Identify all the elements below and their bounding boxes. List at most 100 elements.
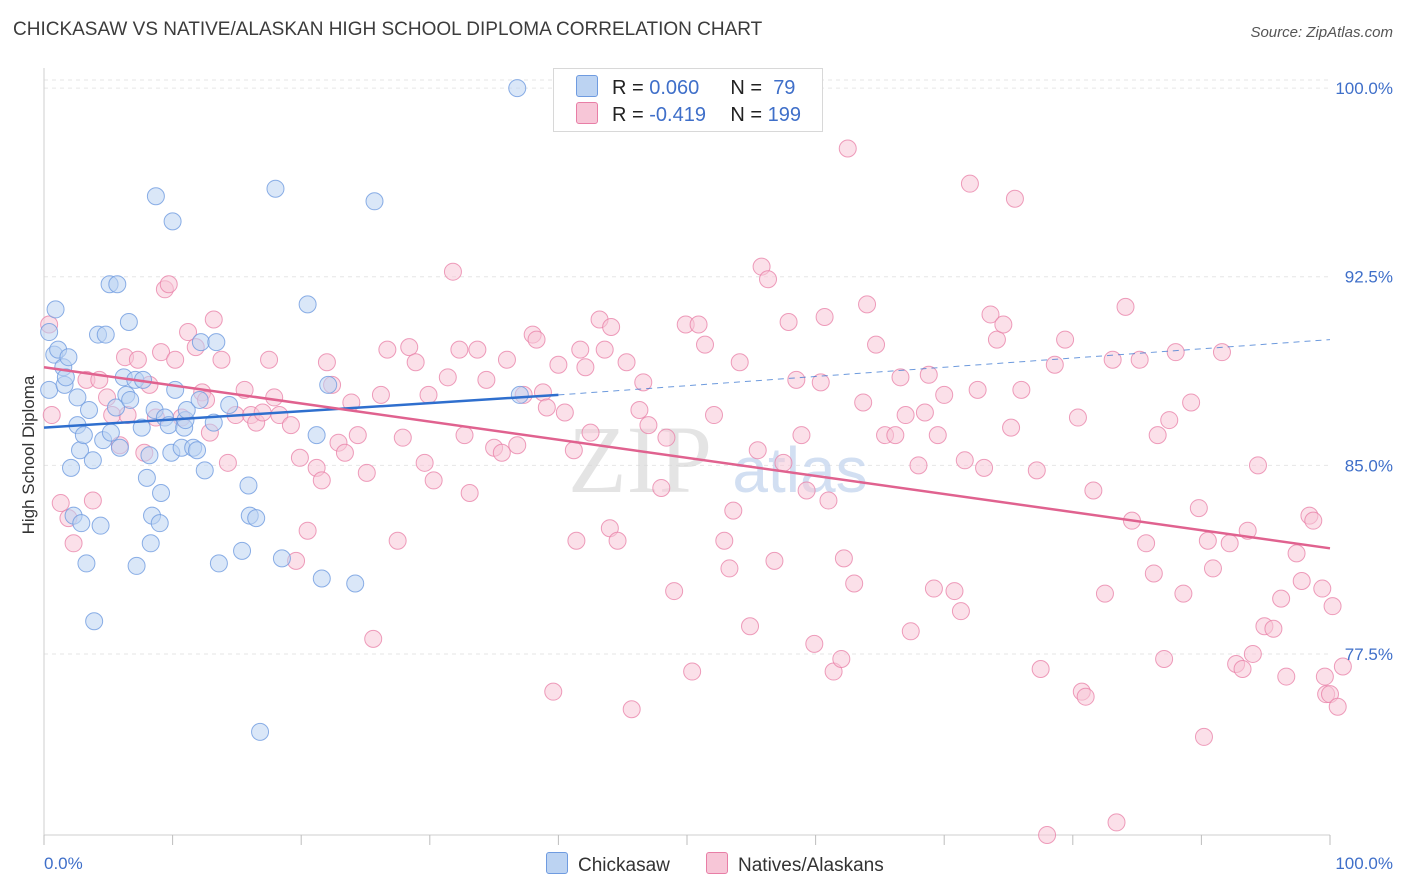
- chickasaw-point: [77, 554, 96, 573]
- natives-point: [1116, 297, 1135, 316]
- chickasaw-legend-label: Chickasaw: [578, 855, 670, 876]
- natives-point: [544, 682, 563, 701]
- natives-point: [1148, 426, 1167, 445]
- natives-point: [811, 373, 830, 392]
- chickasaw-point: [108, 275, 127, 294]
- chickasaw-point: [150, 514, 169, 533]
- natives-point: [779, 312, 798, 331]
- natives-alaskans-points: [40, 139, 1352, 844]
- natives-point: [312, 471, 331, 490]
- legend-item-chickasaw: Chickasaw: [546, 852, 670, 877]
- natives-point: [497, 350, 516, 369]
- natives-point: [765, 551, 784, 570]
- chickasaw-trend-line: [43, 393, 559, 429]
- chickasaw-point: [510, 385, 529, 404]
- natives-point: [204, 310, 223, 329]
- natives-point: [1155, 649, 1174, 668]
- natives-point: [1095, 584, 1114, 603]
- natives-point: [42, 406, 61, 425]
- natives-point: [774, 453, 793, 472]
- natives-point: [166, 350, 185, 369]
- natives-point: [1323, 597, 1342, 616]
- chickasaw-point: [298, 295, 317, 314]
- y-tick-label: 100.0%: [1335, 79, 1393, 98]
- natives-point: [1272, 589, 1291, 608]
- chickasaw-point: [191, 333, 210, 352]
- natives-point: [819, 491, 838, 510]
- natives-point: [595, 340, 614, 359]
- natives-point: [724, 501, 743, 520]
- natives-point: [1189, 499, 1208, 518]
- chickasaw-points: [40, 79, 529, 741]
- chickasaw-point: [68, 388, 87, 407]
- natives-point: [748, 441, 767, 460]
- chickasaw-point: [307, 426, 326, 445]
- legend-row-chickasaw: R = 0.060 N = 79: [576, 75, 795, 99]
- chickasaw-point: [74, 426, 93, 445]
- natives-point: [400, 338, 419, 357]
- natives-point: [1160, 411, 1179, 430]
- chickasaw-point: [107, 398, 126, 417]
- natives-trend-line: [43, 366, 1331, 550]
- natives-point: [290, 448, 309, 467]
- y-tick-label: 92.5%: [1345, 268, 1393, 287]
- natives-point: [1304, 511, 1323, 530]
- natives-point: [564, 441, 583, 460]
- natives-point: [896, 406, 915, 425]
- natives-point: [179, 323, 198, 342]
- chickasaw-point: [365, 192, 384, 211]
- natives-legend-swatch: [706, 852, 728, 874]
- natives-point: [1166, 343, 1185, 362]
- natives-point: [858, 295, 877, 314]
- natives-point: [1333, 657, 1352, 676]
- chickasaw-legend-swatch: [546, 852, 568, 874]
- n-value: 79: [773, 77, 796, 99]
- natives-point: [891, 368, 910, 387]
- natives-point: [1264, 619, 1283, 638]
- natives-point: [901, 622, 920, 641]
- natives-point: [1068, 408, 1087, 427]
- natives-point: [455, 426, 474, 445]
- chickasaw-point: [80, 401, 99, 420]
- natives-point: [1031, 660, 1050, 679]
- natives-point: [571, 340, 590, 359]
- chickasaw-point: [188, 441, 207, 460]
- natives-point: [419, 385, 438, 404]
- chickasaw-point: [83, 451, 102, 470]
- natives-point: [388, 531, 407, 550]
- natives-point: [787, 370, 806, 389]
- natives-point: [567, 531, 586, 550]
- natives-point: [805, 634, 824, 653]
- chickasaw-point: [346, 574, 365, 593]
- natives-point: [975, 458, 994, 477]
- natives-point: [1243, 644, 1262, 663]
- natives-point: [617, 353, 636, 372]
- n-label: N =: [730, 104, 763, 126]
- natives-point: [415, 453, 434, 472]
- natives-point: [1194, 727, 1213, 746]
- natives-point: [281, 416, 300, 435]
- chickasaw-point: [195, 461, 214, 480]
- natives-point: [1137, 534, 1156, 553]
- natives-point: [630, 401, 649, 420]
- natives-point: [665, 582, 684, 601]
- axes: [43, 68, 1331, 845]
- tick-labels: 77.5% 85.0% 92.5% 100.0% 0.0% 100.0%: [44, 79, 1393, 873]
- natives-point: [634, 373, 653, 392]
- chickasaw-point: [190, 390, 209, 409]
- natives-point: [364, 629, 383, 648]
- chickasaw-point: [121, 390, 140, 409]
- natives-point: [981, 305, 1000, 324]
- natives-point: [128, 350, 147, 369]
- natives-point: [924, 579, 943, 598]
- chickasaw-point: [152, 483, 171, 502]
- r-value: 0.060: [649, 77, 700, 99]
- natives-point: [838, 139, 857, 158]
- natives-point: [602, 318, 621, 337]
- natives-point: [298, 521, 317, 540]
- natives-point: [886, 426, 905, 445]
- natives-point: [533, 383, 552, 402]
- natives-point: [537, 398, 556, 417]
- natives-point: [832, 649, 851, 668]
- natives-point: [1002, 418, 1021, 437]
